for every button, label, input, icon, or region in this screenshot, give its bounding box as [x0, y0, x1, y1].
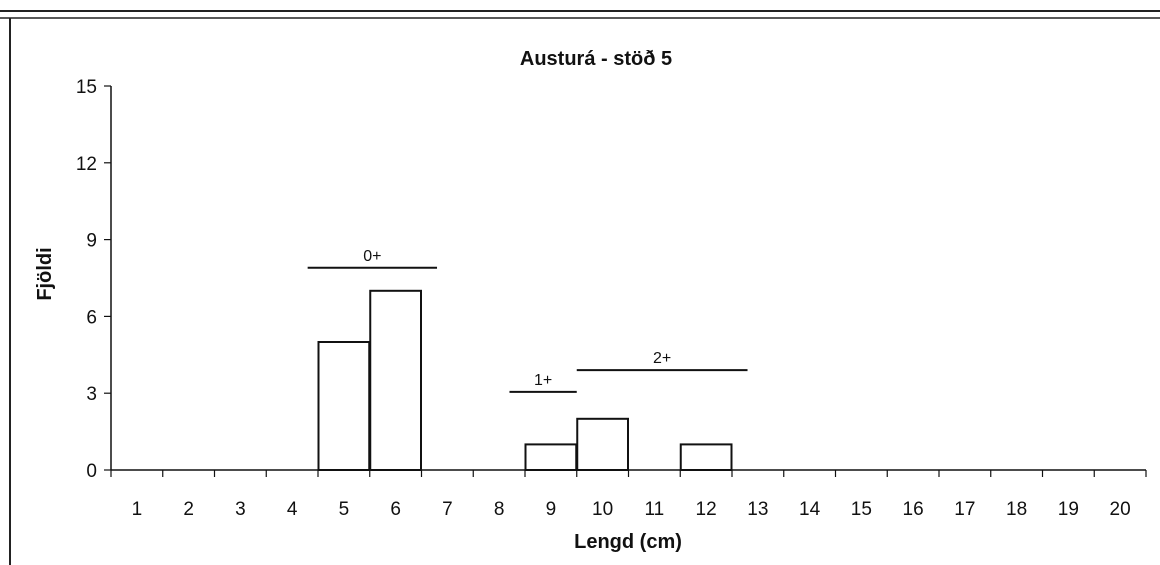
x-tick-label: 8 [494, 499, 505, 520]
y-tick-label: 0 [86, 461, 97, 482]
x-tick-label: 1 [132, 499, 143, 520]
x-tick-label: 16 [903, 499, 924, 520]
y-tick-label: 15 [76, 77, 97, 98]
x-tick-label: 13 [747, 499, 768, 520]
annotation-label-2+: 2+ [653, 350, 671, 367]
x-tick-label: 9 [546, 499, 557, 520]
x-tick-label: 3 [235, 499, 246, 520]
y-axis-label: Fjöldi [34, 247, 56, 300]
y-tick-label: 6 [86, 307, 97, 328]
y-tick-label: 3 [86, 384, 97, 405]
x-tick-label: 2 [183, 499, 194, 520]
x-tick-label: 4 [287, 499, 298, 520]
age-group-annotations: 0+ 1+ 2+ [307, 248, 748, 393]
x-tick-label: 18 [1006, 499, 1027, 520]
chart-title: Austurá - stöð 5 [520, 48, 672, 70]
x-tick-label: 20 [1110, 499, 1131, 520]
axes [110, 86, 1146, 471]
bars [317, 289, 733, 471]
x-tick-label: 12 [696, 499, 717, 520]
x-tick-label: 15 [851, 499, 872, 520]
x-tick-label: 11 [645, 499, 665, 520]
y-tick-label: 12 [76, 154, 97, 175]
x-tick-label: 5 [339, 499, 350, 520]
y-tick-label: 9 [86, 231, 97, 252]
bar-5 [317, 341, 371, 471]
x-tick-label: 6 [390, 499, 401, 520]
x-tick-label: 14 [799, 499, 821, 520]
annotation-label-0+: 0+ [363, 248, 381, 265]
x-tick-label: 17 [954, 499, 975, 520]
x-tick-label: 19 [1058, 499, 1079, 520]
x-axis-label: Lengd (cm) [574, 531, 682, 553]
x-tick-label: 7 [442, 499, 453, 520]
x-tick-label: 10 [592, 499, 613, 520]
bar-9 [524, 443, 578, 471]
bar-6 [369, 289, 422, 471]
annotation-label-1+: 1+ [534, 372, 552, 389]
bar-12 [679, 443, 733, 471]
bar-10 [576, 417, 629, 471]
